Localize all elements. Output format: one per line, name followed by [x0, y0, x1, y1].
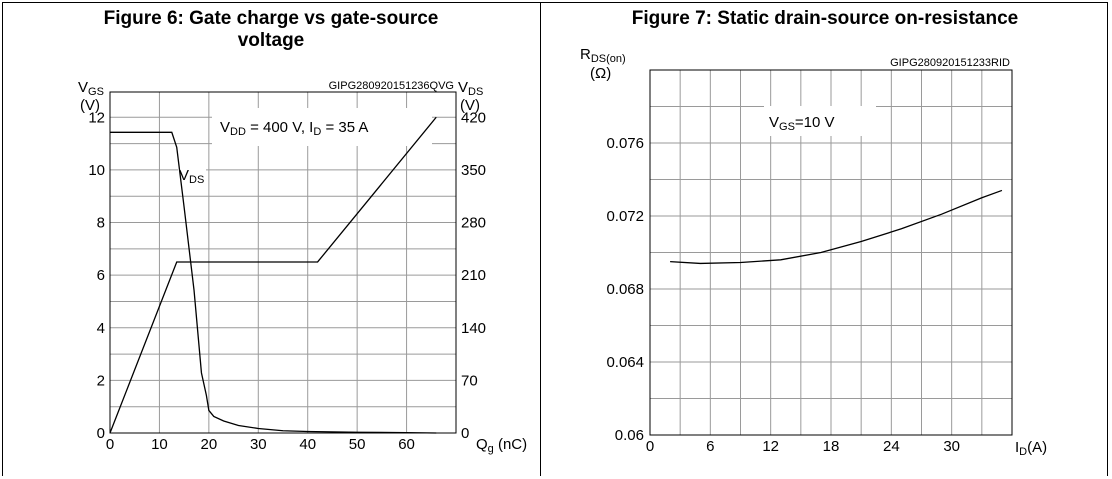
fig6-x-tick-20: 20 [201, 436, 218, 453]
panel-divider [540, 2, 541, 476]
figure-6-title: Figure 6: Gate charge vs gate-source vol… [2, 8, 540, 52]
fig6-y2-tick-350: 350 [461, 162, 486, 179]
fig6-y2-tick-70: 70 [461, 372, 478, 389]
fig6-y-tick-10: 10 [88, 162, 105, 179]
fig7-x-tick-12: 12 [762, 438, 779, 455]
fig7-rds-series-line [670, 189, 1003, 265]
fig6-y2-tick-140: 140 [461, 320, 486, 337]
fig6-x-axis-label-part-2: (nC) [494, 436, 527, 453]
fig6-y-axis-label-part-1: GS [88, 86, 104, 98]
frame-right-border [1107, 2, 1108, 476]
fig6-x-tick-30: 30 [250, 436, 267, 453]
fig7-annotation-part-1: GS [779, 121, 795, 133]
fig6-x-tick-50: 50 [349, 436, 366, 453]
fig6-y-tick-6: 6 [97, 267, 105, 284]
fig7-x-axis-label-part-1: D [1019, 446, 1027, 458]
fig7-x-tick-0: 0 [646, 438, 654, 455]
fig6-y2-tick-420: 420 [461, 109, 486, 126]
fig6-x-axis-label: Qg (nC) [476, 436, 527, 455]
frame-top-border [2, 2, 1108, 3]
fig7-y-axis-unit: (Ω) [590, 65, 611, 82]
fig6-annotation-part-1: DD [230, 126, 246, 138]
fig6-y-tick-2: 2 [97, 372, 105, 389]
fig6-annotation-part-0: V [220, 119, 230, 136]
figure-6-title-line2: voltage [237, 30, 305, 51]
fig6-y-tick-12: 12 [88, 109, 105, 126]
fig6-y2-axis-label: VDS [458, 79, 483, 98]
fig6-annotation-part-3: D [313, 126, 321, 138]
figure-7-panel: Figure 7: Static drain-source on-resista… [542, 2, 1108, 476]
figure-6-panel: Figure 6: Gate charge vs gate-source vol… [2, 2, 540, 476]
fig6-annotation-part-4: = 35 A [321, 119, 368, 136]
fig6-figure-code: GIPG280920151236QVG [329, 80, 454, 92]
fig7-x-tick-24: 24 [883, 438, 900, 455]
fig7-x-tick-18: 18 [823, 438, 840, 455]
figure-6-chart: 0 10 20 30 40 50 60 0 2 4 6 8 10 12 0 70 140 210 280 350 420… [78, 79, 527, 455]
fig7-y-tick-0.076: 0.076 [606, 135, 644, 152]
fig6-x-axis-label-part-0: Q [476, 436, 488, 453]
fig7-y-axis-label-part-0: R [580, 46, 591, 63]
fig7-x-tick-30: 30 [943, 438, 960, 455]
fig6-annotation-bg [212, 108, 432, 146]
fig6-x-tick-40: 40 [299, 436, 316, 453]
fig7-y-axis-label-part-1: DS(on) [591, 53, 626, 65]
fig7-plot-border [649, 69, 1013, 436]
fig7-annotation: VGS=10 V [769, 114, 835, 133]
fig7-y-tick-0.068: 0.068 [606, 281, 644, 298]
fig6-y-axis-label-part-0: V [78, 79, 88, 96]
fig6-x-axis-label-part-1: g [488, 443, 494, 455]
frame-left-border [2, 2, 3, 476]
fig6-vds-series-label-part-0: V [179, 167, 189, 184]
fig6-plot-border [109, 91, 457, 434]
fig6-y2-axis-label-part-0: V [458, 79, 468, 96]
fig7-y-tick-0.072: 0.072 [606, 208, 644, 225]
fig6-vds-label-bg [178, 162, 206, 186]
fig7-y-axis-label: RDS(on) [580, 46, 626, 65]
fig7-annotation-part-0: V [769, 114, 779, 131]
fig7-x-axis-label-part-2: (A) [1027, 439, 1047, 456]
fig6-x-tick-60: 60 [398, 436, 415, 453]
fig7-figure-code: GIPG280920151233RID [890, 57, 1010, 69]
fig6-y2-axis-label-part-1: DS [468, 86, 483, 98]
fig6-annotation-part-2: = 400 V, I [246, 119, 313, 136]
figure-7-chart: 0 6 12 18 24 30 0.06 0.064 0.068 0.072 0.076 RDS(on… [580, 46, 1047, 458]
fig6-annotation: VDD = 400 V, ID = 35 A [220, 119, 368, 138]
fig7-annotation-bg [764, 106, 876, 136]
fig7-x-axis-label-part-0: I [1015, 439, 1019, 456]
fig7-y-tick-0.06: 0.06 [615, 427, 644, 444]
fig6-x-tick-10: 10 [151, 436, 168, 453]
fig6-y-axis-unit: (V) [80, 97, 100, 114]
fig6-vds-series-label-part-1: DS [189, 174, 204, 186]
figure-6-title-line1: Figure 6: Gate charge vs gate-source [103, 8, 439, 29]
fig6-y-axis-label: VGS [78, 79, 104, 98]
fig7-x-axis-label: ID(A) [1015, 439, 1047, 458]
fig6-vds-series-line [110, 131, 437, 434]
fig6-y2-tick-280: 280 [461, 215, 486, 232]
fig6-y2-tick-210: 210 [461, 267, 486, 284]
fig6-vgs-series-line [109, 116, 437, 434]
fig7-annotation-part-2: =10 V [795, 114, 835, 131]
fig6-vds-series-label: VDS [179, 167, 204, 186]
figure-7-title: Figure 7: Static drain-source on-resista… [631, 8, 1019, 29]
fig7-y-tick-0.064: 0.064 [606, 354, 644, 371]
fig6-y-tick-0: 0 [97, 425, 105, 442]
fig6-y-tick-8: 8 [97, 215, 105, 232]
fig6-y-tick-4: 4 [97, 320, 105, 337]
fig7-x-tick-6: 6 [706, 438, 714, 455]
fig6-x-tick-0: 0 [106, 436, 114, 453]
fig6-y2-axis-unit: (V) [460, 97, 480, 114]
fig6-y2-tick-0: 0 [461, 425, 469, 442]
